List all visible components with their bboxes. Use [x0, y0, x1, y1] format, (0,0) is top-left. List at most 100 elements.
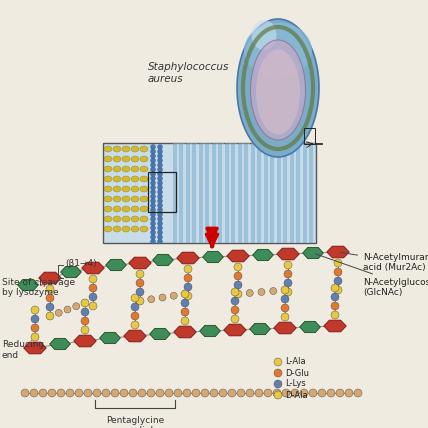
Polygon shape: [61, 266, 81, 278]
Polygon shape: [129, 257, 151, 269]
Text: Staphylococcus
aureus: Staphylococcus aureus: [148, 62, 229, 83]
Polygon shape: [18, 279, 39, 291]
Circle shape: [255, 389, 263, 397]
Circle shape: [282, 286, 288, 294]
Polygon shape: [50, 339, 70, 350]
Circle shape: [184, 292, 192, 300]
Circle shape: [151, 194, 155, 199]
Ellipse shape: [104, 206, 112, 212]
Circle shape: [158, 226, 163, 231]
Circle shape: [158, 221, 163, 226]
Ellipse shape: [131, 166, 139, 172]
Circle shape: [158, 203, 163, 208]
Bar: [277, 143, 281, 243]
Circle shape: [151, 163, 155, 167]
Circle shape: [89, 293, 97, 301]
Ellipse shape: [122, 196, 130, 202]
Circle shape: [284, 279, 292, 287]
Circle shape: [21, 389, 29, 397]
Circle shape: [170, 292, 177, 299]
Circle shape: [300, 389, 308, 397]
Circle shape: [66, 389, 74, 397]
Circle shape: [151, 149, 155, 154]
Circle shape: [273, 389, 281, 397]
Bar: [186, 143, 190, 243]
Polygon shape: [303, 247, 323, 259]
Circle shape: [151, 185, 155, 190]
Circle shape: [231, 315, 239, 323]
Text: L-Lys: L-Lys: [285, 380, 306, 389]
Circle shape: [246, 389, 254, 397]
Circle shape: [334, 277, 342, 285]
Circle shape: [81, 317, 89, 325]
Circle shape: [151, 230, 155, 235]
Circle shape: [73, 303, 80, 310]
Polygon shape: [153, 254, 173, 266]
Bar: [294, 143, 296, 243]
Circle shape: [81, 326, 89, 334]
Bar: [193, 143, 196, 243]
Circle shape: [138, 389, 146, 397]
Circle shape: [47, 312, 54, 319]
Circle shape: [158, 167, 163, 172]
Bar: [303, 143, 307, 243]
Ellipse shape: [122, 186, 130, 192]
Circle shape: [81, 300, 89, 306]
Bar: [205, 143, 209, 243]
Circle shape: [75, 389, 83, 397]
Ellipse shape: [113, 156, 121, 162]
Circle shape: [274, 391, 282, 399]
Polygon shape: [39, 272, 61, 284]
Circle shape: [158, 230, 163, 235]
Circle shape: [231, 288, 239, 296]
Circle shape: [318, 389, 326, 397]
Circle shape: [159, 294, 166, 301]
Ellipse shape: [122, 206, 130, 212]
Circle shape: [158, 199, 163, 203]
Circle shape: [284, 261, 292, 269]
Bar: [212, 143, 216, 243]
Circle shape: [151, 203, 155, 208]
Polygon shape: [274, 322, 296, 334]
Polygon shape: [24, 342, 46, 354]
Circle shape: [129, 389, 137, 397]
Ellipse shape: [122, 176, 130, 182]
Polygon shape: [324, 320, 346, 332]
Circle shape: [234, 263, 242, 271]
Bar: [173, 143, 177, 243]
Circle shape: [174, 389, 182, 397]
Bar: [290, 143, 294, 243]
Circle shape: [158, 235, 163, 240]
Circle shape: [158, 185, 163, 190]
Text: L-Ala: L-Ala: [285, 357, 306, 366]
Ellipse shape: [237, 19, 319, 157]
Bar: [307, 143, 309, 243]
Circle shape: [281, 313, 289, 321]
Circle shape: [55, 309, 62, 316]
Circle shape: [234, 272, 242, 280]
Circle shape: [89, 284, 97, 292]
Ellipse shape: [131, 226, 139, 232]
Circle shape: [48, 389, 56, 397]
Bar: [264, 143, 268, 243]
Circle shape: [31, 324, 39, 332]
Ellipse shape: [131, 156, 139, 162]
Ellipse shape: [140, 146, 148, 152]
Ellipse shape: [113, 166, 121, 172]
Circle shape: [228, 389, 236, 397]
Ellipse shape: [113, 206, 121, 212]
Circle shape: [137, 297, 143, 304]
Polygon shape: [150, 328, 170, 339]
Circle shape: [31, 315, 39, 323]
Circle shape: [281, 295, 289, 303]
Ellipse shape: [122, 216, 130, 222]
Ellipse shape: [131, 146, 139, 152]
Bar: [148, 172, 176, 212]
Bar: [179, 143, 184, 243]
Circle shape: [57, 389, 65, 397]
Bar: [288, 143, 289, 243]
Ellipse shape: [131, 216, 139, 222]
Circle shape: [184, 274, 192, 282]
Circle shape: [151, 217, 155, 222]
Polygon shape: [300, 321, 320, 333]
